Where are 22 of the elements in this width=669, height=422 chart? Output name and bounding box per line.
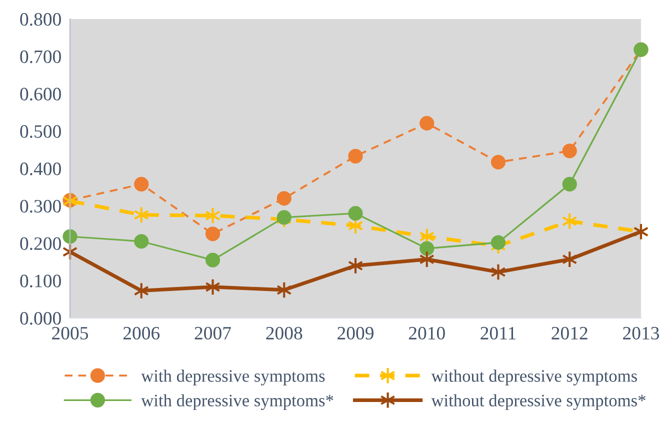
y-tick-label: 0.400	[20, 162, 61, 176]
y-tick-label: 0.800	[20, 13, 61, 26]
y-tick-label: 0.000	[20, 312, 61, 325]
x-tick-label: 2010	[408, 326, 445, 340]
y-tick-label: 0.300	[20, 200, 61, 213]
x-tick-label: 2008	[266, 326, 302, 340]
x-tick-label: 2009	[338, 326, 374, 340]
x-tick-label: 2013	[623, 326, 660, 340]
legend-label: without depressive symptoms*	[431, 394, 646, 410]
x-tick-label: 2011	[480, 326, 516, 340]
legend-label: with depressive symptoms*	[141, 394, 334, 410]
y-tick-label: 0.500	[20, 125, 61, 138]
x-tick-label: 2012	[552, 326, 588, 340]
legend-label: with depressive symptoms	[141, 370, 325, 386]
y-tick-label: 0.600	[20, 88, 61, 101]
legend-label: without depressive symptoms	[431, 370, 637, 386]
x-tick-label: 2006	[123, 326, 160, 340]
x-tick-label: 2007	[194, 326, 231, 340]
y-tick-label: 0.100	[20, 274, 61, 288]
y-tick-label: 0.200	[20, 237, 61, 250]
x-tick-label: 2005	[52, 326, 88, 340]
y-tick-label: 0.700	[20, 50, 61, 64]
